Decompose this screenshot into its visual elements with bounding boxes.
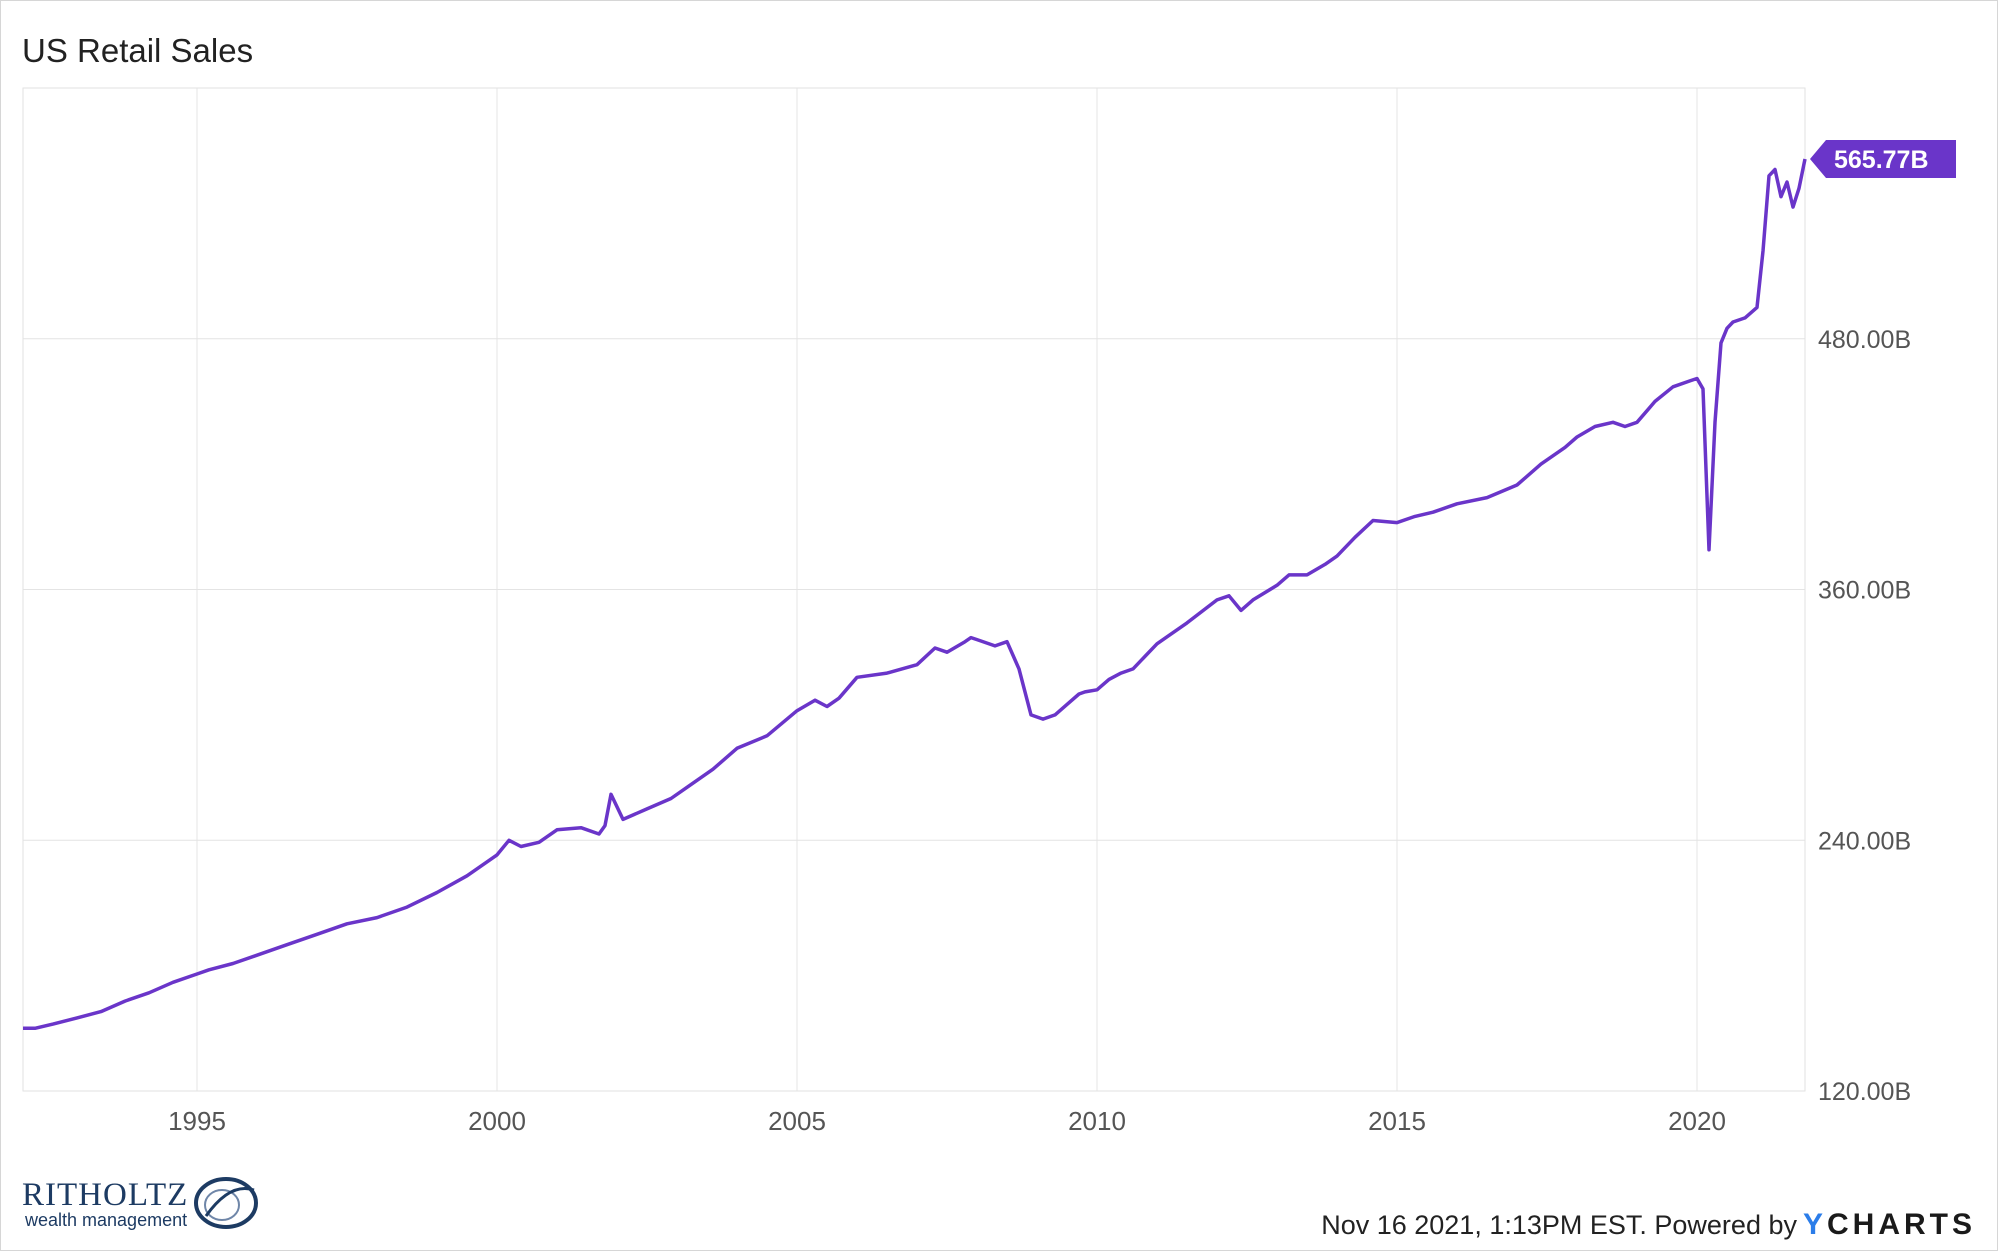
y-tick-label: 360.00B xyxy=(1818,577,1911,605)
last-value-tag: 565.77B xyxy=(1810,140,1956,179)
footer-credit: Nov 16 2021, 1:13PM EST. Powered by YCHA… xyxy=(1321,1208,1976,1242)
timestamp-text: Nov 16 2021, 1:13PM EST. Powered by xyxy=(1321,1209,1797,1240)
x-tick-label: 2015 xyxy=(1368,1106,1426,1136)
chart-title: US Retail Sales xyxy=(22,32,254,69)
last-value-label: 565.77B xyxy=(1834,146,1929,174)
y-tick-label: 120.00B xyxy=(1818,1078,1911,1106)
globe-emblem-icon xyxy=(194,1177,258,1229)
ycharts-logo[interactable]: YCHARTS xyxy=(1803,1208,1976,1242)
grid-lines xyxy=(23,88,1805,1092)
logo-wordmark: RITHOLTZ xyxy=(22,1177,189,1213)
series-line-retail-sales xyxy=(23,158,1807,1031)
y-axis-labels: 120.00B 240.00B 360.00B 480.00B xyxy=(1818,326,1911,1106)
x-tick-label: 2020 xyxy=(1668,1106,1726,1136)
ycharts-logo-text: CHARTS xyxy=(1827,1208,1976,1241)
logo-subtitle: wealth management xyxy=(25,1210,188,1230)
y-tick-label: 240.00B xyxy=(1818,827,1911,855)
x-tick-label: 2000 xyxy=(468,1106,526,1136)
x-tick-label: 2005 xyxy=(768,1106,826,1136)
plot-area-border xyxy=(22,87,1806,1092)
ycharts-logo-y: Y xyxy=(1802,1208,1827,1241)
x-tick-label: 1995 xyxy=(168,1106,226,1136)
x-axis-labels: 1995 2000 2005 2010 2015 2020 xyxy=(168,1106,1726,1136)
ritholtz-logo: RITHOLTZ wealth management xyxy=(22,1177,258,1230)
y-tick-label: 480.00B xyxy=(1818,326,1911,354)
x-tick-label: 2010 xyxy=(1068,1106,1126,1136)
